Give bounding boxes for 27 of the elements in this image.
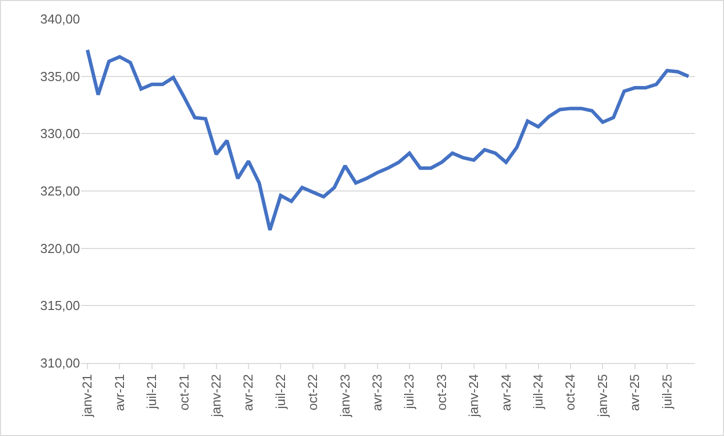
x-tick-label: juil-21 (144, 374, 160, 410)
x-tick-label: juil-22 (272, 374, 288, 410)
x-tick-label: avr-23 (369, 374, 384, 412)
x-tick-label: avr-22 (240, 374, 256, 412)
x-tick-label: avr-21 (112, 374, 127, 412)
y-tick-label: 330,00 (40, 126, 80, 142)
y-tick-label: 320,00 (40, 240, 80, 256)
y-tick-label: 315,00 (40, 298, 80, 314)
x-tick-label: juil-25 (659, 374, 674, 410)
x-tick-label: oct-21 (176, 374, 192, 410)
y-tick-label: 335,00 (40, 68, 80, 84)
line-series (86, 48, 690, 232)
y-tick-label: 340,00 (40, 12, 80, 27)
x-tick-label: avr-24 (498, 374, 514, 412)
x-tick-label: juil-24 (530, 374, 546, 410)
x-tick-label: janv-21 (80, 374, 95, 418)
x-tick-label: juil-23 (402, 374, 417, 410)
x-tick-label: oct-24 (562, 374, 578, 410)
x-tick-label: avr-25 (627, 374, 642, 412)
x-tick-label: janv-23 (337, 374, 352, 418)
x-tick-label: janv-25 (594, 374, 610, 418)
x-tick-label: oct-23 (434, 374, 449, 410)
x-tick-label: janv-22 (208, 374, 224, 418)
x-tick-label: oct-22 (305, 374, 320, 410)
x-tick-label: janv-24 (466, 374, 482, 418)
y-tick-label: 310,00 (40, 356, 80, 371)
y-tick-label: 325,00 (40, 184, 80, 199)
